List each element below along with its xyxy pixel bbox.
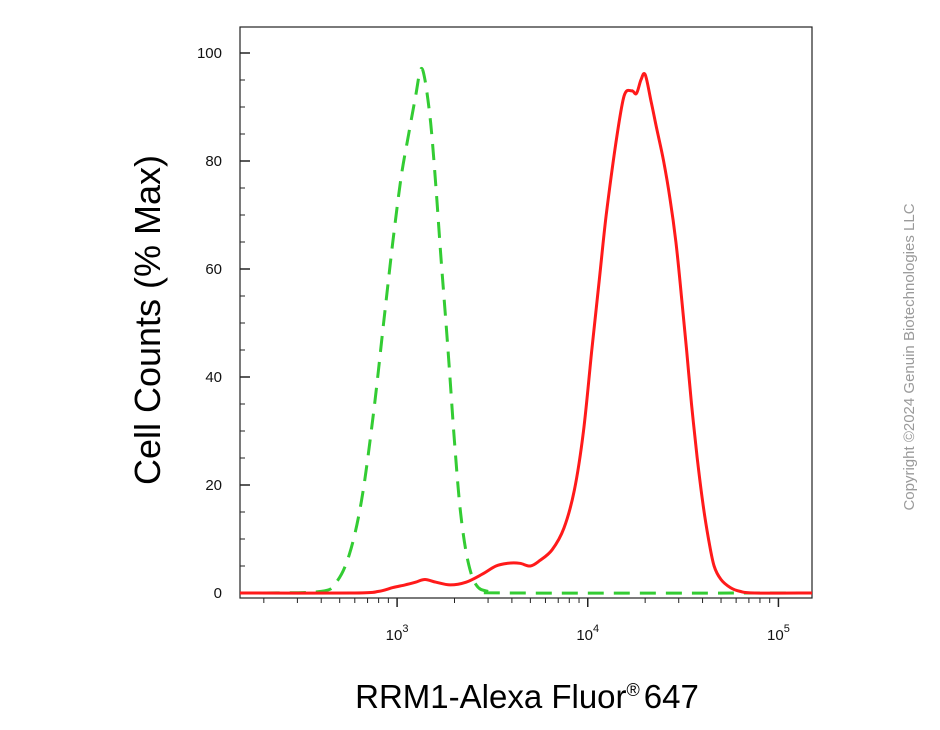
x-tick-label-base: 10 [386, 627, 403, 644]
series-line-dashed [263, 66, 813, 595]
x-axis: 103 104 105 [263, 598, 790, 644]
y-tick-label: 20 [205, 477, 222, 494]
x-axis-title-suffix: 647 [644, 678, 699, 715]
x-tick-label-exponent: 4 [593, 623, 599, 635]
x-axis-title-main: RRM1-Alexa Fluor [355, 678, 626, 715]
y-tick-label: 60 [205, 261, 222, 278]
copyright-watermark: Copyright ©2024 Genuin Biotechnologies L… [901, 203, 918, 510]
x-tick-label-base: 10 [767, 627, 784, 644]
x-axis-title-mark: ® [627, 680, 640, 700]
plot-frame [239, 26, 813, 599]
series-layer [239, 66, 813, 595]
y-tick-label: 100 [197, 45, 222, 62]
series-line-solid [239, 71, 813, 595]
x-axis-title: RRM1-Alexa Fluor® 647 [355, 678, 699, 715]
x-tick-label-exponent: 3 [402, 623, 408, 635]
x-tick-label-base: 10 [576, 627, 593, 644]
x-tick-label-exponent: 5 [784, 623, 790, 635]
x-tick-label: 103 [386, 623, 409, 644]
x-tick-label: 104 [576, 623, 599, 644]
y-tick-label: 80 [205, 153, 222, 170]
y-axis: 0 20 40 60 80 100 [197, 45, 250, 602]
x-tick-label: 105 [767, 623, 790, 644]
y-axis-title: Cell Counts (% Max) [127, 155, 168, 485]
y-tick-label: 0 [214, 585, 222, 602]
y-tick-label: 40 [205, 369, 222, 386]
